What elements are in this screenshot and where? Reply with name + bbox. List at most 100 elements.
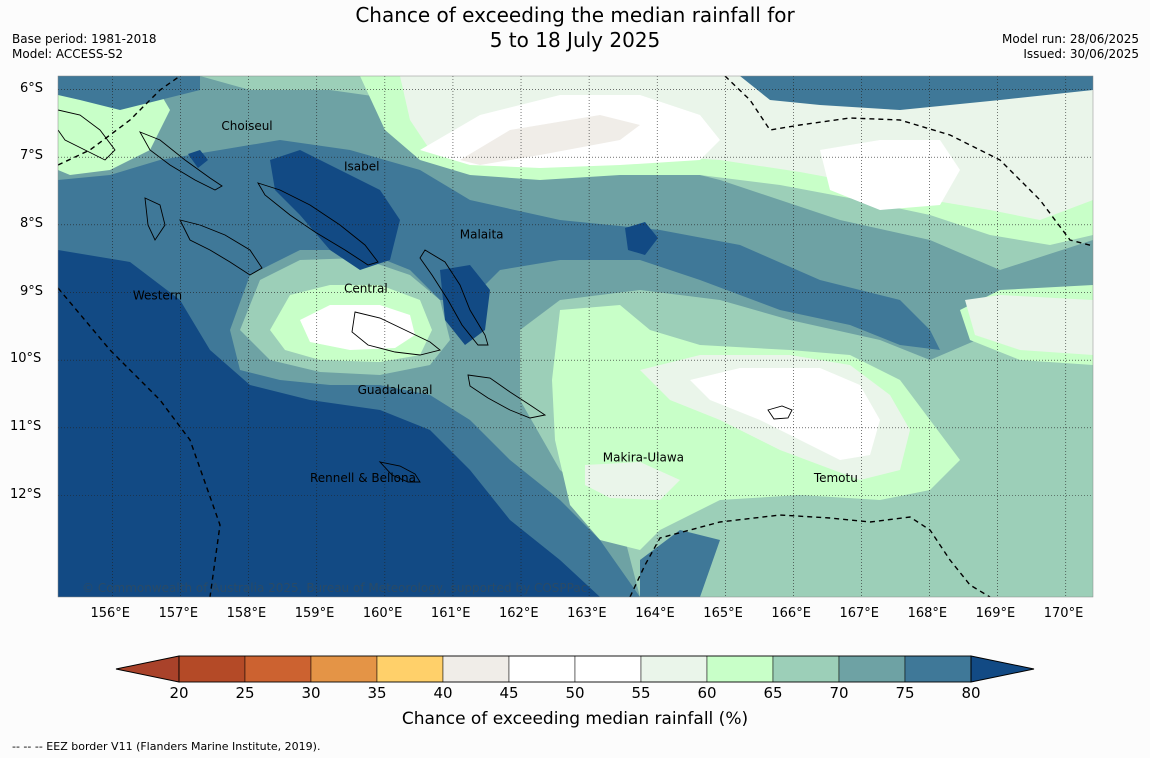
band-gt-80-malaita — [440, 265, 490, 345]
colorbar-cell — [508, 655, 576, 683]
band-75-80-ne — [740, 76, 1093, 110]
island-newgeorgia — [179, 219, 263, 276]
colorbar-cell — [706, 655, 774, 683]
colorbar-cell — [244, 655, 312, 683]
latitude-tick-label: 10°S — [10, 351, 42, 367]
island-choiseul — [138, 131, 223, 191]
eez-border-nw — [58, 76, 181, 166]
longitude-tick-label: 167°E — [839, 606, 880, 621]
longitude-tick-label: 159°E — [294, 606, 335, 621]
colorbar-cell — [772, 655, 840, 683]
region-labels: Choiseul Isabel Malaita Central Western Guada… — [133, 119, 858, 485]
island-isabel — [257, 182, 379, 266]
region-label: Central — [344, 282, 388, 296]
region-label: Choiseul — [221, 119, 272, 133]
colorbar-tick-label: 65 — [763, 684, 783, 702]
region-label: Isabel — [344, 160, 379, 174]
longitude-tick-label: 165°E — [703, 606, 743, 621]
band-40-45 — [460, 115, 640, 165]
island-makira — [467, 374, 547, 419]
band-45-55-south — [690, 368, 880, 460]
band-gt-80-isabel — [270, 150, 400, 270]
band-gt-80-main — [58, 250, 600, 597]
region-label: Guadalcanal — [358, 383, 433, 397]
model-run-date: Model run: 28/06/2025 — [1001, 32, 1139, 46]
longitude-tick-label: 170°E — [1043, 606, 1084, 621]
longitude-tick-label: 161°E — [430, 606, 471, 621]
latitude-tick-label: 6°S — [20, 80, 44, 96]
colorbar-cell — [442, 655, 510, 683]
band-55-60-east — [965, 295, 1093, 355]
map-frame — [57, 75, 1094, 598]
latitude-tick-label: 9°S — [20, 283, 44, 299]
band-45-55-central — [300, 305, 415, 350]
colorbar-high-extend — [970, 655, 1035, 683]
colorbar-cell — [904, 655, 972, 683]
region-label: Malaita — [460, 227, 504, 241]
islands — [58, 109, 793, 483]
model-name: Model: ACCESS-S2 — [12, 47, 124, 61]
region-label: Makira-Ulawa — [603, 451, 684, 465]
latitude-tick-label: 7°S — [20, 148, 44, 164]
copyright-note: © Commonwealth of Australia 2025, Bureau… — [82, 581, 587, 595]
colorbar-tick-label: 60 — [697, 684, 717, 702]
longitude-tick-label: 158°E — [226, 606, 267, 621]
title-line-2: 5 to 18 July 2025 — [489, 28, 661, 52]
colorbar-tick-label: 80 — [961, 684, 981, 702]
colorbar-low-extend — [115, 655, 180, 683]
colorbar-cell — [178, 655, 246, 683]
colorbar-tick-label: 25 — [235, 684, 255, 702]
longitude-tick-label: 168°E — [907, 606, 948, 621]
colorbar-tick-label: 50 — [565, 684, 585, 702]
eez-borders — [58, 76, 1093, 597]
colorbar-tick-label: 40 — [433, 684, 453, 702]
eez-border-north — [724, 76, 1093, 247]
band-45-55-ne — [820, 140, 960, 210]
longitude-tick-label: 163°E — [567, 606, 607, 621]
colorbar-tick-label: 20 — [169, 684, 189, 702]
latitude-tick-label: 8°S — [20, 215, 44, 231]
latitude-tick-label: 11°S — [10, 418, 42, 434]
colorbar-tick-label: 35 — [367, 684, 387, 702]
rainfall-probability-field — [58, 76, 1093, 597]
band-gt-80-tiny — [188, 150, 208, 168]
page-title: Chance of exceeding the median rainfall … — [0, 3, 1150, 53]
colorbar-tick-label: 75 — [895, 684, 915, 702]
colorbar-cell — [838, 655, 906, 683]
longitude-tick-label: 166°E — [771, 606, 811, 621]
title-line-1: Chance of exceeding the median rainfall … — [355, 3, 795, 27]
island-malaita — [419, 249, 489, 346]
region-label: Western — [133, 288, 182, 302]
region-label: Temotu — [813, 471, 858, 485]
model-info: Base period: 1981-2018 Model: ACCESS-S2 — [12, 32, 157, 62]
colorbar-cell — [640, 655, 708, 683]
colorbar-cell — [376, 655, 444, 683]
band-75-80-se — [640, 530, 720, 597]
run-info: Model run: 28/06/2025 Issued: 30/06/2025 — [1002, 32, 1139, 62]
latitude-tick-label: 12°S — [10, 486, 42, 502]
region-label: Rennell & Bellona — [310, 471, 416, 485]
island-rennell — [378, 461, 421, 483]
issued-date: Issued: 30/06/2025 — [1023, 47, 1139, 61]
longitude-tick-label: 164°E — [635, 606, 675, 621]
colorbar-tick-label: 30 — [301, 684, 321, 702]
band-gt-80-small — [625, 222, 658, 255]
band-75-80-north — [58, 76, 200, 110]
longitude-tick-label: 157°E — [158, 606, 199, 621]
colorbar-tick-label: 55 — [631, 684, 651, 702]
longitude-tick-label: 162°E — [499, 606, 539, 621]
island-guadalcanal — [351, 311, 441, 356]
longitude-tick-label: 160°E — [362, 606, 403, 621]
eez-legend-note: -- -- -- EEZ border V11 (Flanders Marine… — [12, 740, 321, 753]
longitude-tick-label: 169°E — [975, 606, 1016, 621]
longitude-tick-label: 156°E — [90, 606, 130, 621]
eez-border-west — [58, 287, 221, 597]
colorbar — [115, 655, 1035, 683]
colorbar-tick-label: 45 — [499, 684, 519, 702]
base-period: Base period: 1981-2018 — [12, 32, 157, 46]
island-bougainville — [58, 109, 116, 161]
island-shortland — [144, 197, 166, 241]
colorbar-cell — [310, 655, 378, 683]
colorbar-cell — [574, 655, 642, 683]
